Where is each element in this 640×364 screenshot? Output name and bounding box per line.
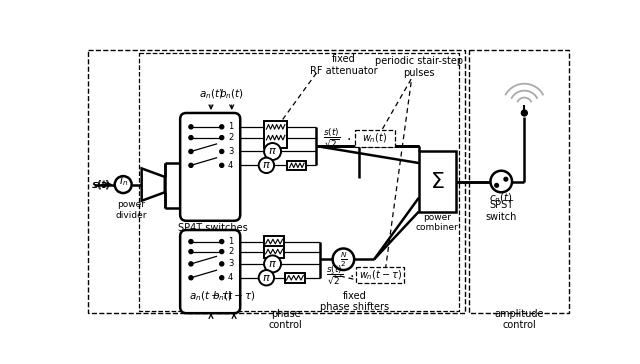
Circle shape: [259, 158, 274, 173]
Text: $a_n(t-\tau)$: $a_n(t-\tau)$: [189, 289, 233, 303]
Text: $a_n(t)$: $a_n(t)$: [198, 87, 223, 100]
Circle shape: [189, 135, 193, 140]
Text: $\Sigma$: $\Sigma$: [430, 171, 445, 191]
Text: 1: 1: [228, 237, 233, 246]
Text: 3: 3: [228, 260, 233, 268]
Bar: [88, 50, 465, 313]
Text: power
combiner: power combiner: [416, 213, 459, 232]
Text: power
divider: power divider: [115, 200, 147, 220]
Text: fixed
phase shifters: fixed phase shifters: [321, 291, 390, 312]
Text: fixed
RF attenuator: fixed RF attenuator: [310, 55, 377, 76]
Bar: [419, 151, 456, 211]
FancyBboxPatch shape: [180, 230, 240, 313]
Text: phase
control: phase control: [269, 309, 303, 330]
Bar: [264, 236, 284, 248]
Circle shape: [115, 176, 132, 193]
Text: $\cdot$: $\cdot$: [349, 268, 353, 282]
Text: SPST
switch: SPST switch: [486, 200, 517, 222]
Circle shape: [259, 270, 274, 285]
Text: 3: 3: [228, 147, 233, 156]
Bar: [140, 53, 459, 311]
Text: $I_n$: $I_n$: [118, 174, 128, 187]
Circle shape: [495, 183, 499, 187]
Circle shape: [189, 262, 193, 266]
Circle shape: [220, 135, 224, 140]
Circle shape: [220, 125, 224, 129]
Bar: [264, 246, 284, 258]
Text: $\pi$: $\pi$: [268, 259, 277, 269]
Text: $\pi$: $\pi$: [262, 160, 271, 170]
Text: $s(t)$: $s(t)$: [91, 178, 109, 191]
Circle shape: [220, 240, 224, 244]
Circle shape: [189, 249, 193, 254]
Polygon shape: [141, 169, 164, 201]
Circle shape: [189, 240, 193, 244]
Circle shape: [490, 171, 512, 192]
Circle shape: [189, 149, 193, 154]
Text: 2: 2: [228, 133, 233, 142]
Circle shape: [333, 249, 354, 270]
FancyBboxPatch shape: [180, 113, 240, 221]
Text: SP4T switches: SP4T switches: [178, 223, 248, 233]
Text: 4: 4: [228, 273, 233, 282]
Bar: [285, 273, 305, 283]
Text: $\frac{N}{2}$: $\frac{N}{2}$: [340, 250, 347, 269]
Text: $w_n(t-\tau)$: $w_n(t-\tau)$: [359, 268, 402, 282]
Text: periodic stair-step
pulses: periodic stair-step pulses: [375, 56, 463, 78]
Circle shape: [189, 125, 193, 129]
Circle shape: [504, 177, 508, 181]
Text: $\cdot$: $\cdot$: [346, 131, 351, 145]
Circle shape: [521, 110, 527, 116]
Bar: [264, 121, 287, 149]
Text: $b_n(t)$: $b_n(t)$: [220, 87, 244, 100]
Text: $\dfrac{s(t)}{\sqrt{2}}$: $\dfrac{s(t)}{\sqrt{2}}$: [323, 126, 340, 149]
Text: $\dfrac{s(t)}{\sqrt{2}}$: $\dfrac{s(t)}{\sqrt{2}}$: [326, 264, 343, 286]
Circle shape: [264, 256, 281, 272]
Circle shape: [220, 262, 224, 266]
Circle shape: [220, 276, 224, 280]
Circle shape: [220, 163, 224, 167]
Circle shape: [220, 149, 224, 154]
Bar: [469, 50, 569, 313]
Circle shape: [189, 276, 193, 280]
Text: $\pi$: $\pi$: [262, 273, 271, 283]
Text: $b_n(t-\tau)$: $b_n(t-\tau)$: [212, 289, 256, 303]
Text: 2: 2: [228, 247, 233, 256]
Text: $s(t)$: $s(t)$: [92, 178, 111, 191]
Text: $c_n(t)$: $c_n(t)$: [490, 192, 513, 205]
Text: 1: 1: [228, 122, 233, 131]
Circle shape: [220, 249, 224, 254]
Circle shape: [189, 163, 193, 167]
Text: amplitude
control: amplitude control: [494, 309, 544, 330]
Text: $w_n(t)$: $w_n(t)$: [362, 132, 388, 145]
Circle shape: [264, 143, 281, 160]
Bar: [355, 130, 395, 147]
Text: 4: 4: [228, 161, 233, 170]
Text: $\pi$: $\pi$: [268, 146, 277, 157]
Bar: [287, 161, 307, 170]
Bar: [356, 267, 404, 283]
